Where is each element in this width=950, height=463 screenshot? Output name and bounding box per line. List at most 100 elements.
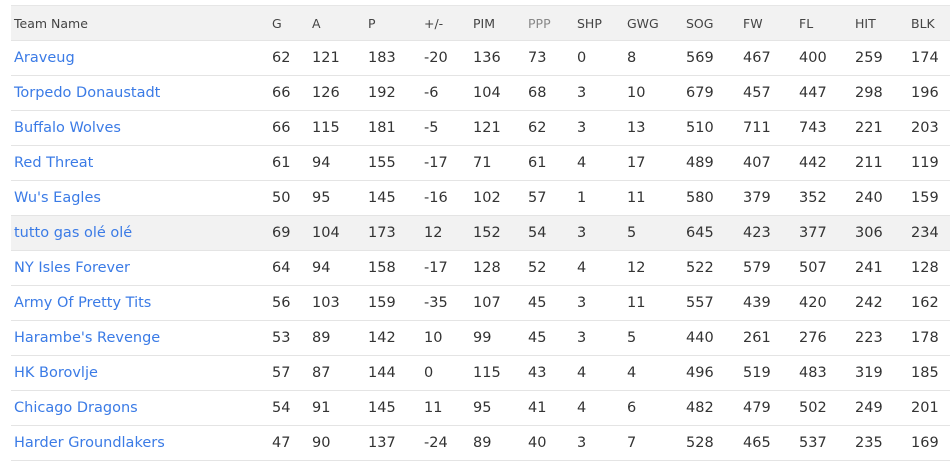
table-row: Araveug 62 121 183 -20 136 73 0 8 569 467 400 259 174: [11, 41, 950, 76]
stat-ppp: 41: [528, 400, 547, 416]
stat-fw: 579: [743, 260, 771, 276]
column-header-sog[interactable]: SOG: [686, 16, 714, 31]
stat-ppp: 61: [528, 155, 547, 171]
team-name-link[interactable]: HK Borovlje: [14, 365, 98, 381]
stat-hit: 306: [855, 225, 883, 241]
table-row: Red Threat 61 94 155 -17 71 61 4 17 489 407 442 211 1…: [11, 146, 950, 181]
stat-hit: 223: [855, 330, 883, 346]
stat-a: 94: [312, 260, 331, 276]
stat-plus-minus: -6: [424, 85, 439, 101]
column-header-g[interactable]: G: [272, 16, 282, 31]
stat-g: 53: [272, 330, 291, 346]
stat-gwg: 8: [627, 50, 637, 66]
stat-pim: 71: [473, 155, 492, 171]
stat-pim: 121: [473, 120, 501, 136]
stat-p: 181: [368, 120, 396, 136]
stat-blk: 174: [911, 50, 939, 66]
stat-shp: 3: [577, 120, 587, 136]
stat-a: 87: [312, 365, 331, 381]
team-name-link[interactable]: Torpedo Donaustadt: [14, 85, 161, 101]
stat-fw: 519: [743, 365, 771, 381]
team-name-link[interactable]: Harambe's Revenge: [14, 330, 161, 346]
team-name-link[interactable]: Red Threat: [14, 155, 94, 171]
stat-g: 47: [272, 435, 291, 451]
column-header-plus-minus[interactable]: +/-: [424, 16, 444, 31]
stat-p: 145: [368, 400, 396, 416]
stat-a: 91: [312, 400, 331, 416]
stat-fl: 507: [799, 260, 827, 276]
stat-gwg: 4: [627, 365, 637, 381]
stat-p: 159: [368, 295, 396, 311]
stat-shp: 4: [577, 155, 587, 171]
team-name-link[interactable]: Army Of Pretty Tits: [14, 295, 152, 311]
stat-hit: 221: [855, 120, 883, 136]
stat-fw: 711: [743, 120, 771, 136]
team-name-link[interactable]: tutto gas olé olé: [14, 225, 133, 241]
stat-ppp: 54: [528, 225, 547, 241]
stat-shp: 1: [577, 190, 587, 206]
column-header-a[interactable]: A: [312, 16, 321, 31]
stat-blk: 159: [911, 190, 939, 206]
stat-pim: 104: [473, 85, 501, 101]
stat-blk: 234: [911, 225, 939, 241]
stat-sog: 580: [686, 190, 714, 206]
stat-fl: 352: [799, 190, 827, 206]
stat-shp: 3: [577, 330, 587, 346]
stat-fw: 379: [743, 190, 771, 206]
stat-ppp: 45: [528, 330, 547, 346]
stat-p: 173: [368, 225, 396, 241]
stat-blk: 185: [911, 365, 939, 381]
stat-hit: 211: [855, 155, 883, 171]
stat-fl: 483: [799, 365, 827, 381]
stat-p: 144: [368, 365, 396, 381]
team-name-link[interactable]: Buffalo Wolves: [14, 120, 121, 136]
stat-a: 90: [312, 435, 331, 451]
stat-hit: 319: [855, 365, 883, 381]
stat-fl: 442: [799, 155, 827, 171]
column-header-team-name[interactable]: Team Name: [14, 16, 88, 31]
stat-g: 54: [272, 400, 291, 416]
column-header-pim[interactable]: PIM: [473, 16, 496, 31]
stat-g: 66: [272, 120, 291, 136]
stat-shp: 0: [577, 50, 587, 66]
stat-fl: 420: [799, 295, 827, 311]
stat-pim: 152: [473, 225, 501, 241]
stat-ppp: 73: [528, 50, 547, 66]
column-header-fl[interactable]: FL: [799, 16, 814, 31]
stat-a: 103: [312, 295, 340, 311]
stat-gwg: 5: [627, 225, 637, 241]
stat-sog: 510: [686, 120, 714, 136]
stat-fw: 423: [743, 225, 771, 241]
table-row: HK Borovlje 57 87 144 0 115 43 4 4 496 519 483 319 18…: [11, 356, 950, 391]
stat-shp: 4: [577, 365, 587, 381]
column-header-shp[interactable]: SHP: [577, 16, 602, 31]
stat-gwg: 11: [627, 190, 646, 206]
team-name-link[interactable]: Harder Groundlakers: [14, 435, 165, 451]
stat-gwg: 11: [627, 295, 646, 311]
team-name-link[interactable]: Chicago Dragons: [14, 400, 138, 416]
column-header-ppp[interactable]: PPP: [528, 16, 551, 31]
stat-gwg: 13: [627, 120, 646, 136]
stat-g: 57: [272, 365, 291, 381]
stat-ppp: 57: [528, 190, 547, 206]
column-header-fw[interactable]: FW: [743, 16, 763, 31]
column-header-hit[interactable]: HIT: [855, 16, 876, 31]
column-header-gwg[interactable]: GWG: [627, 16, 659, 31]
column-header-p[interactable]: P: [368, 16, 376, 31]
stat-sog: 440: [686, 330, 714, 346]
stat-shp: 4: [577, 260, 587, 276]
stat-pim: 89: [473, 435, 492, 451]
stat-g: 64: [272, 260, 291, 276]
team-name-link[interactable]: Araveug: [14, 50, 75, 66]
stat-a: 94: [312, 155, 331, 171]
table-header: Team Name G A P +/- PIM PPP SHP GWG SOG FW FL HIT BLK: [11, 5, 950, 41]
stat-ppp: 40: [528, 435, 547, 451]
stat-fw: 465: [743, 435, 771, 451]
team-name-link[interactable]: Wu's Eagles: [14, 190, 101, 206]
stat-hit: 235: [855, 435, 883, 451]
stat-fw: 479: [743, 400, 771, 416]
team-name-link[interactable]: NY Isles Forever: [14, 260, 130, 276]
stat-fl: 537: [799, 435, 827, 451]
column-header-blk[interactable]: BLK: [911, 16, 935, 31]
stat-fw: 467: [743, 50, 771, 66]
